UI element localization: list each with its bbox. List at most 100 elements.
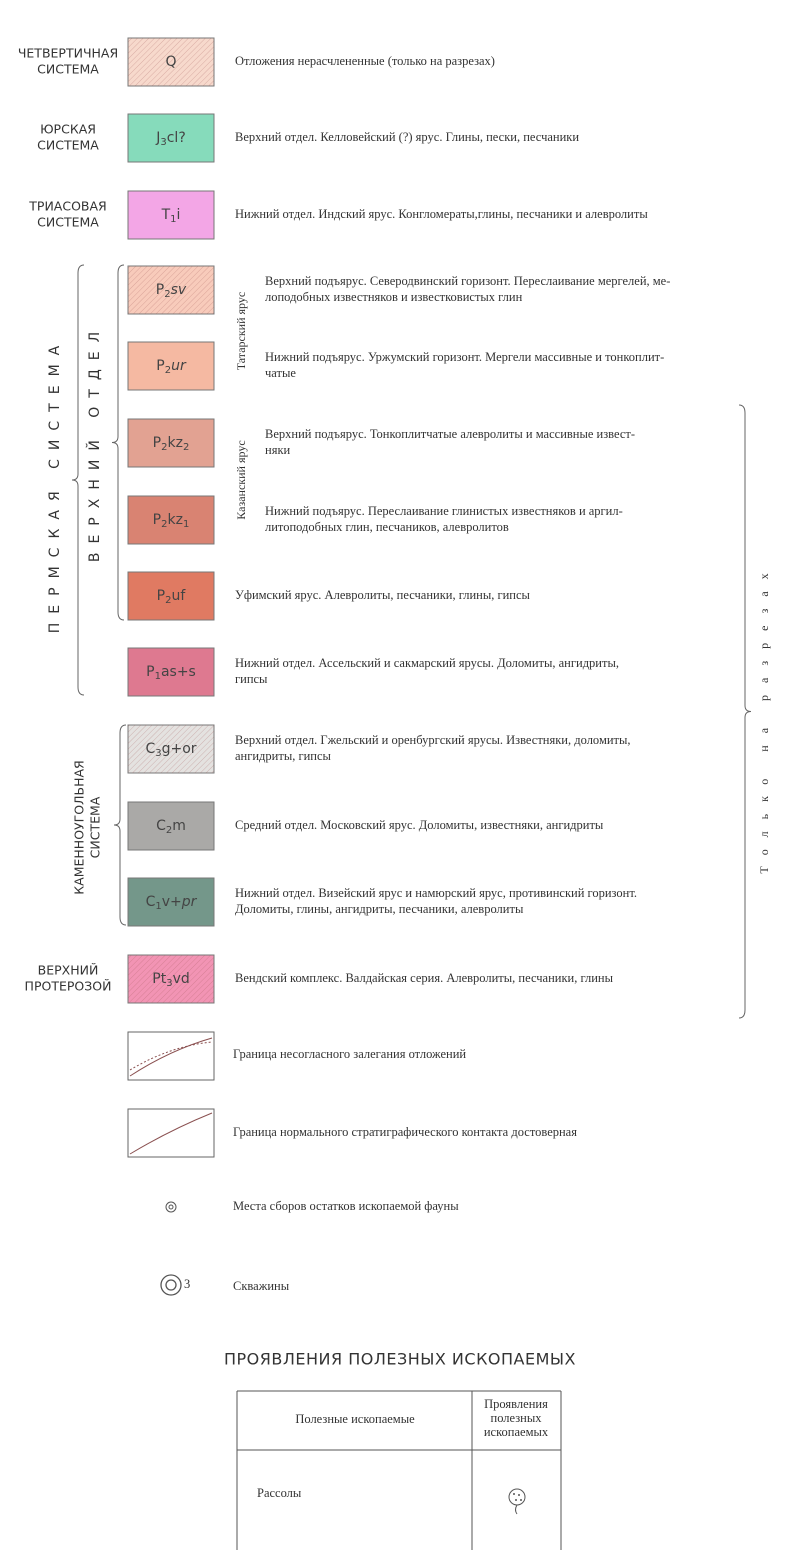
- description: Нижний отдел. Визейский ярус и намюрский…: [235, 886, 637, 900]
- system-label: ЮРСКАЯ: [40, 122, 96, 137]
- code-part: Pt: [152, 971, 166, 987]
- code-part: P: [157, 588, 165, 604]
- swatch-hatch: [128, 266, 214, 314]
- symbol-description: Граница нормального стратиграфического к…: [233, 1125, 577, 1139]
- code-part: 2: [161, 442, 167, 453]
- swatch-code: Pt3vd: [152, 971, 189, 989]
- unconformity-dots: [129, 1041, 213, 1071]
- code-part: i: [177, 207, 181, 223]
- code-part: m: [172, 818, 186, 834]
- swatch: [127, 495, 215, 545]
- code-part: cl?: [167, 130, 186, 146]
- code-part: 2: [165, 365, 171, 376]
- description: Уфимский ярус. Алевролиты, песчаники, гл…: [235, 588, 531, 602]
- table-header: Проявления: [484, 1397, 548, 1411]
- group-label: Казанский ярус: [234, 440, 248, 519]
- code-part: 1: [155, 671, 161, 682]
- code-part: v+: [162, 894, 182, 910]
- swatch: [127, 801, 215, 851]
- code-part: pr: [181, 894, 198, 910]
- code-part: 3: [166, 978, 172, 989]
- description: Верхний отдел. Келловейский (?) ярус. Гл…: [235, 130, 579, 144]
- swatch-code: P2sv: [156, 282, 187, 300]
- group-label: ВЕРХНИЙ ОТДЕЛ: [85, 323, 103, 562]
- code-part: Q: [165, 54, 176, 70]
- symbol-description: Места сборов остатков ископаемой фауны: [233, 1199, 459, 1213]
- description: Верхний подъярус. Северодвинский горизон…: [265, 274, 670, 288]
- swatch-hatch: [128, 725, 214, 773]
- swatch-code: T1i: [161, 207, 181, 225]
- swatch: [127, 647, 215, 697]
- code-part: C: [146, 894, 156, 910]
- description: Доломиты, глины, ангидриты, песчаники, а…: [235, 902, 524, 916]
- code-part: 2: [165, 595, 171, 606]
- code-part: kz: [167, 512, 182, 528]
- system-label: ВЕРХНИЙ: [38, 963, 99, 978]
- table-header: Полезные ископаемые: [295, 1412, 415, 1426]
- group-label: СИСТЕМА: [88, 796, 103, 858]
- description: Нижний отдел. Ассельский и сакмарский яр…: [235, 656, 619, 670]
- swatch-code: P2kz2: [153, 435, 190, 453]
- swatch: [127, 341, 215, 391]
- system-label: ТРИАСОВАЯ: [28, 199, 106, 214]
- swatch-code: C1v+pr: [146, 894, 198, 912]
- swatch: [127, 190, 215, 240]
- code-part: 2: [183, 442, 189, 453]
- code-part: P: [153, 512, 161, 528]
- table-header: полезных: [491, 1411, 543, 1425]
- code-part: 2: [161, 519, 167, 530]
- description: Верхний подъярус. Тонкоплитчатые алеврол…: [265, 427, 635, 441]
- description: лоподобных известняков и известковистых …: [265, 290, 523, 304]
- description: литоподобных глин, песчаников, алевролит…: [265, 520, 509, 534]
- code-part: 2: [164, 289, 170, 300]
- description: Нижний подъярус. Переслаивание глинистых…: [265, 504, 623, 518]
- code-part: ur: [171, 358, 187, 374]
- code-part: P: [156, 282, 164, 298]
- code-part: P: [146, 664, 154, 680]
- code-part: vd: [173, 971, 190, 987]
- table-cell: Рассолы: [257, 1486, 302, 1500]
- code-part: J: [155, 130, 160, 146]
- symbol-description: Граница несогласного залегания отложений: [233, 1047, 466, 1061]
- description: Вендский комплекс. Валдайская серия. Але…: [235, 971, 614, 985]
- swatch-code: C3g+or: [145, 741, 196, 759]
- group-label: Татарский ярус: [234, 292, 248, 370]
- swatch-code: P2kz1: [153, 512, 190, 530]
- group-label: КАМЕННОУГОЛЬНАЯ: [72, 760, 87, 894]
- swatch-hatch: [128, 38, 214, 86]
- contact-swatch: [127, 1108, 215, 1158]
- code-part: g+or: [162, 741, 197, 757]
- swatch: [127, 418, 215, 468]
- swatch-hatch: [128, 955, 214, 1003]
- well-symbol: [160, 1274, 182, 1296]
- swatch-code: P2ur: [156, 358, 187, 376]
- brace: [113, 724, 127, 926]
- swatch-code: Q: [165, 54, 176, 70]
- code-part: 3: [160, 137, 166, 148]
- description: чатые: [265, 366, 296, 380]
- code-part: P: [156, 358, 164, 374]
- system-label: СИСТЕМА: [37, 62, 99, 77]
- code-part: C: [145, 741, 155, 757]
- contact-line: [129, 1112, 213, 1155]
- code-part: 2: [166, 825, 172, 836]
- code-part: sv: [171, 282, 187, 298]
- description: Отложения нерасчлененные (только на разр…: [235, 54, 495, 68]
- description: Верхний отдел. Гжельский и оренбургский …: [235, 733, 631, 747]
- code-part: C: [156, 818, 166, 834]
- minerals-table: [236, 1390, 562, 1550]
- description: Нижний отдел. Индский ярус. Конгломераты…: [235, 207, 648, 221]
- code-part: kz: [167, 435, 182, 451]
- code-part: 1: [170, 214, 176, 225]
- minerals-title: ПРОЯВЛЕНИЯ ПОЛЕЗНЫХ ИСКОПАЕМЫХ: [224, 1350, 576, 1369]
- swatch: [127, 113, 215, 163]
- table-header: ископаемых: [484, 1425, 549, 1439]
- group-label: ПЕРМСКАЯ СИСТЕМА: [47, 337, 63, 633]
- unconformity-line: [129, 1037, 213, 1077]
- group-label: Только на разрезах: [757, 561, 771, 873]
- swatch: [127, 877, 215, 927]
- description: Средний отдел. Московский ярус. Доломиты…: [235, 818, 604, 832]
- brine-symbol: [508, 1488, 526, 1515]
- code-part: as+s: [161, 664, 196, 680]
